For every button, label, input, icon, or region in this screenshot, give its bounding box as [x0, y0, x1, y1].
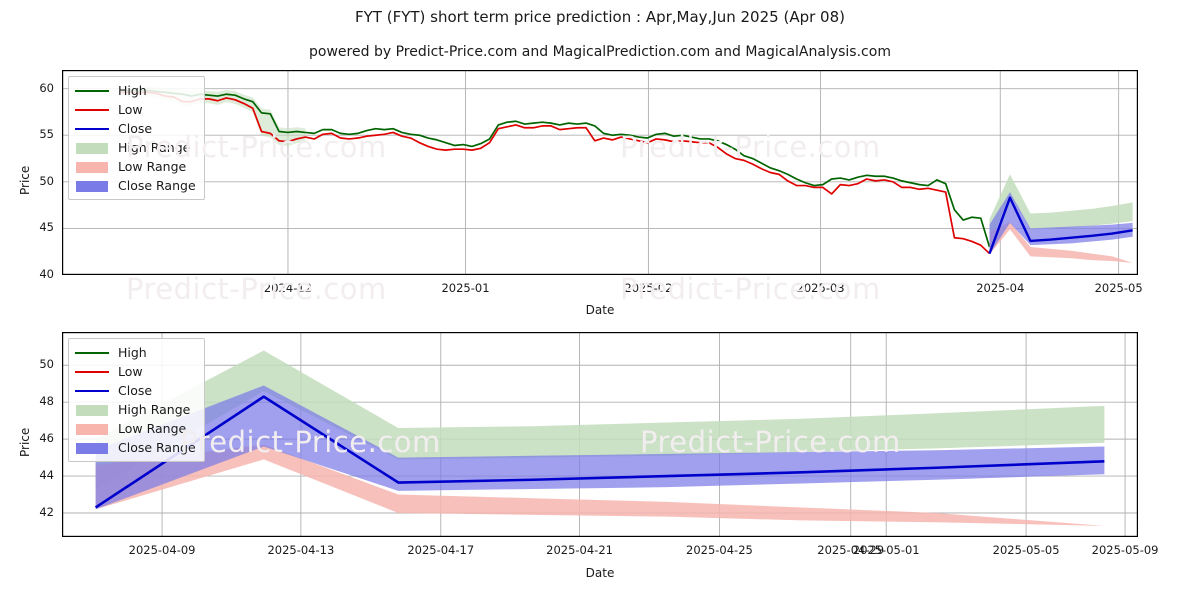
legend-swatch-icon — [75, 366, 109, 378]
legend-item-high: High — [75, 81, 196, 100]
legend-swatch-icon — [75, 423, 109, 435]
x-tick-label: 2025-04-25 — [686, 543, 753, 557]
legend-swatch-icon — [75, 85, 109, 97]
overview-x-axis-label: Date — [585, 303, 615, 317]
legend-item-low-range: Low Range — [75, 157, 196, 176]
legend-item-close-range: Close Range — [75, 176, 196, 195]
legend-item-low-range: Low Range — [75, 419, 196, 438]
detail-plot — [62, 332, 1138, 537]
overview-plot — [62, 70, 1138, 275]
y-tick-label: 60 — [39, 80, 54, 95]
legend-item-label: High — [118, 345, 147, 360]
x-tick-label: 2025-05-01 — [852, 543, 920, 557]
x-tick-label: 2025-05 — [1094, 281, 1143, 295]
x-tick-label: 2025-04-13 — [267, 543, 335, 557]
legend-item-label: Close Range — [118, 178, 196, 193]
legend-swatch-icon — [75, 104, 109, 116]
legend-swatch-icon — [75, 385, 109, 397]
y-tick-label: 40 — [39, 267, 54, 281]
legend-item-low: Low — [75, 362, 196, 381]
x-tick-label: 2025-04-21 — [546, 543, 613, 557]
page-title: FYT (FYT) short term price prediction : … — [355, 8, 845, 26]
y-tick-label: 50 — [39, 173, 54, 188]
y-tick-label: 42 — [39, 504, 54, 519]
y-tick-label: 48 — [39, 394, 54, 409]
legend-item-label: High Range — [118, 140, 191, 155]
overview-legend: High Low Close High Range Low Range Close Ran… — [68, 76, 205, 200]
page-subtitle: powered by Predict-Price.com and Magical… — [309, 44, 891, 60]
legend-swatch-icon — [75, 442, 109, 454]
x-tick-label: 2025-05-05 — [992, 543, 1060, 557]
legend-swatch-icon — [75, 123, 109, 135]
x-tick-label: 2025-04 — [976, 281, 1025, 295]
overview-chart-panel — [62, 70, 1138, 275]
legend-swatch-icon — [75, 404, 109, 416]
legend-item-label: Low Range — [118, 421, 187, 436]
legend-item-high-range: High Range — [75, 400, 196, 419]
legend-swatch-icon — [75, 180, 109, 192]
legend-item-label: Close — [118, 121, 153, 136]
detail-legend: High Low Close High Range Low Range Close Ran… — [68, 338, 205, 462]
y-tick-label: 45 — [39, 220, 54, 235]
y-tick-label: 46 — [39, 431, 54, 446]
legend-item-close: Close — [75, 381, 196, 400]
legend-swatch-icon — [75, 347, 109, 359]
y-tick-label: 50 — [39, 357, 54, 372]
legend-item-label: Low — [118, 364, 143, 379]
legend-item-label: High Range — [118, 402, 191, 417]
legend-item-label: Close Range — [118, 440, 196, 455]
legend-item-label: Low Range — [118, 159, 187, 174]
y-tick-label: 55 — [39, 127, 54, 142]
x-tick-label: 2024-12 — [263, 281, 312, 295]
legend-item-close: Close — [75, 119, 196, 138]
legend-item-high: High — [75, 343, 196, 362]
legend-item-label: High — [118, 83, 147, 98]
legend-item-high-range: High Range — [75, 138, 196, 157]
legend-swatch-icon — [75, 142, 109, 154]
detail-x-axis-label: Date — [585, 566, 615, 580]
legend-item-label: Low — [118, 102, 143, 117]
x-tick-label: 2025-05-09 — [1091, 543, 1159, 557]
detail-chart-panel — [62, 332, 1138, 537]
x-tick-label: 2025-04-29 — [817, 543, 885, 557]
x-tick-label: 2025-01 — [441, 281, 490, 295]
x-tick-label: 2025-04-17 — [407, 543, 475, 557]
x-tick-label: 2025-03 — [796, 281, 845, 295]
legend-swatch-icon — [75, 161, 109, 173]
legend-item-label: Close — [118, 383, 153, 398]
y-tick-label: 44 — [39, 468, 54, 483]
x-tick-label: 2025-04-09 — [128, 543, 196, 557]
legend-item-low: Low — [75, 100, 196, 119]
legend-item-close-range: Close Range — [75, 438, 196, 457]
x-tick-label: 2025-02 — [624, 281, 673, 295]
